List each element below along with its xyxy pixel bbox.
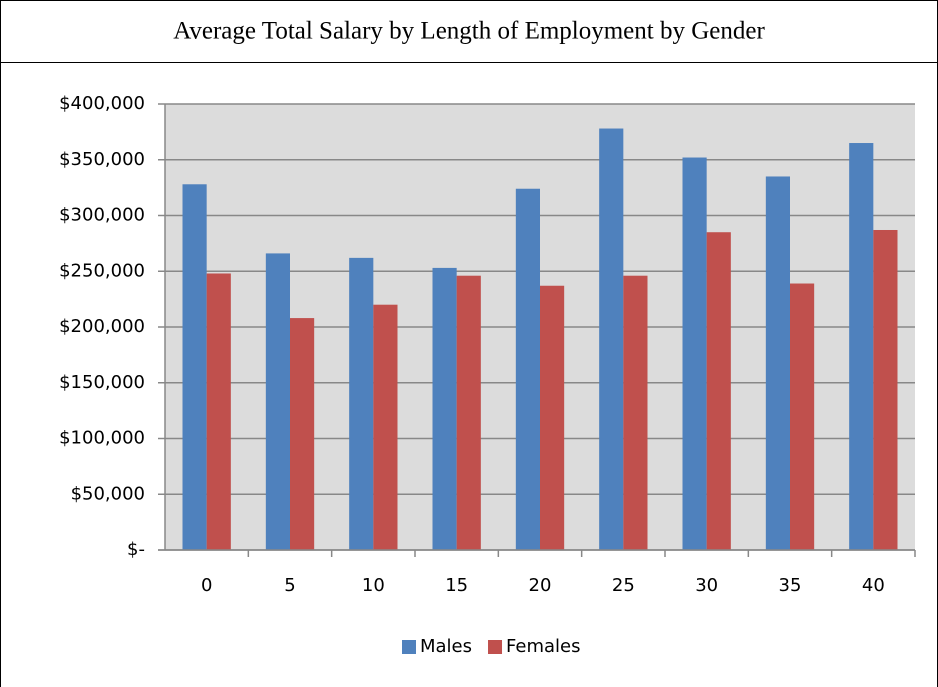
y-tick-label: $300,000: [59, 205, 145, 226]
bar: [290, 318, 315, 550]
legend-label: Females: [506, 636, 580, 657]
y-tick-label: $100,000: [59, 428, 145, 449]
y-tick-label: $-: [127, 539, 145, 560]
x-tick-label: 20: [529, 575, 552, 596]
bar: [182, 184, 207, 550]
x-tick-label: 10: [362, 575, 385, 596]
bar: [599, 128, 624, 550]
y-tick-label: $200,000: [59, 316, 145, 337]
y-tick-label: $150,000: [59, 372, 145, 393]
bar: [873, 229, 898, 550]
bar: [456, 275, 481, 550]
bar: [849, 143, 874, 550]
bar: [540, 285, 565, 550]
bar: [515, 188, 540, 551]
legend-swatch: [488, 640, 503, 654]
bar: [682, 157, 707, 550]
y-tick-label: $350,000: [59, 149, 145, 170]
title-box: [0, 0, 938, 63]
x-tick-label: 30: [695, 575, 718, 596]
y-tick-label: $50,000: [71, 483, 145, 504]
bar: [373, 304, 398, 550]
x-tick-label: 35: [779, 575, 802, 596]
bar: [765, 176, 790, 550]
bar: [349, 257, 374, 550]
bar: [432, 267, 457, 550]
x-tick-label: 25: [612, 575, 635, 596]
x-tick-label: 15: [445, 575, 468, 596]
x-tick-label: 5: [284, 575, 295, 596]
y-tick-label: $250,000: [59, 260, 145, 281]
bar: [706, 232, 731, 550]
chart-title: Average Total Salary by Length of Employ…: [173, 18, 765, 45]
x-tick-label: 0: [201, 575, 212, 596]
bar: [206, 273, 231, 550]
bar: [623, 275, 648, 550]
legend-swatch: [402, 640, 416, 654]
bar: [265, 253, 290, 550]
x-tick-label: 40: [862, 575, 885, 596]
y-tick-label: $400,000: [59, 93, 145, 114]
bar: [790, 283, 815, 550]
legend-label: Males: [420, 636, 472, 657]
